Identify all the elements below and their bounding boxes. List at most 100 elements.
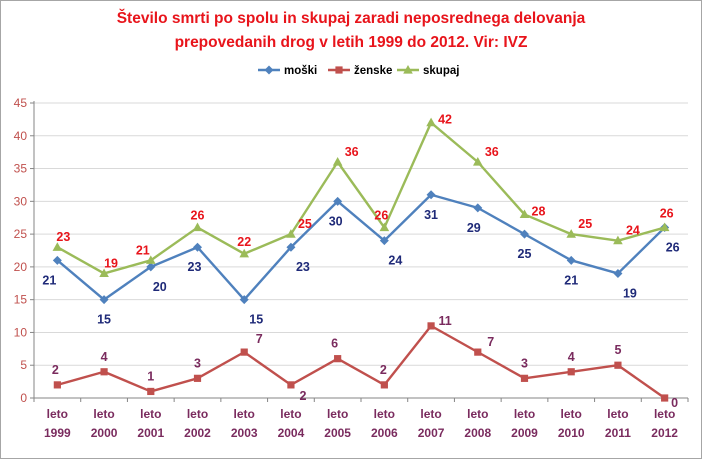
series-1-point bbox=[240, 348, 248, 356]
series-1-point bbox=[661, 394, 669, 402]
y-tick-label-0: 0 bbox=[20, 391, 27, 405]
data-label-moški: 24 bbox=[388, 254, 402, 268]
series-line-2 bbox=[56, 121, 665, 275]
series-2-point bbox=[659, 222, 670, 232]
gridlines bbox=[34, 102, 688, 366]
series-0-point bbox=[52, 255, 62, 265]
x-tick-label-word: leto bbox=[140, 407, 161, 421]
series-2-point bbox=[332, 157, 343, 166]
y-tick-label-45: 45 bbox=[14, 96, 28, 110]
series-1-point bbox=[567, 368, 575, 376]
legend-marker-moški bbox=[264, 65, 274, 75]
x-tick-label-year: 2011 bbox=[605, 426, 631, 440]
data-label-skupaj: 21 bbox=[136, 243, 150, 257]
series-2-point bbox=[519, 209, 530, 219]
data-label-ženske: 4 bbox=[101, 350, 108, 364]
data-label-ženske: 1 bbox=[147, 369, 154, 383]
x-tick-label-word: leto bbox=[654, 407, 675, 421]
x-tick-label-year: 2004 bbox=[278, 426, 305, 440]
series-2-point bbox=[426, 117, 436, 127]
x-tick-label-word: leto bbox=[327, 407, 348, 421]
x-tick-label-year: 2001 bbox=[137, 426, 164, 440]
data-label-ženske: 3 bbox=[521, 356, 528, 370]
x-tick-label-year: 2007 bbox=[418, 426, 445, 440]
x-tick-label-year: 1999 bbox=[44, 426, 71, 440]
data-label-skupaj: 26 bbox=[191, 209, 205, 223]
data-label-ženske: 4 bbox=[568, 350, 575, 364]
legend-label-moški: moški bbox=[284, 65, 317, 77]
series-0-point bbox=[99, 295, 109, 305]
series-0-point bbox=[286, 242, 296, 252]
data-label-ženske: 7 bbox=[256, 332, 263, 346]
x-tick-label-word: leto bbox=[47, 407, 68, 421]
series-0-point bbox=[566, 255, 576, 265]
chart-title-line-2: prepovedanih drog v letih 1999 do 2012. … bbox=[175, 34, 528, 51]
series-0-point bbox=[613, 268, 623, 278]
x-tick-label-year: 2009 bbox=[511, 426, 538, 440]
x-tick-label-word: leto bbox=[187, 407, 208, 421]
data-label-skupaj: 24 bbox=[626, 224, 640, 238]
series-1-point bbox=[474, 348, 482, 356]
series-line-1 bbox=[57, 324, 666, 399]
series-2-point bbox=[239, 248, 250, 258]
data-label-moški: 15 bbox=[97, 313, 111, 327]
x-tick-label-year: 2006 bbox=[371, 426, 398, 440]
series-2-point bbox=[286, 229, 296, 238]
data-label-moški: 15 bbox=[249, 313, 263, 327]
data-label-moški: 21 bbox=[42, 273, 56, 287]
x-tick-label-year: 2003 bbox=[231, 426, 258, 440]
x-tick-label-year: 2008 bbox=[464, 426, 491, 440]
chart-title-line-1: Število smrti po spolu in skupaj zaradi … bbox=[117, 9, 586, 27]
data-label-skupaj: 26 bbox=[374, 209, 388, 223]
series-1-point bbox=[147, 387, 155, 396]
x-tick-label-year: 2012 bbox=[651, 426, 678, 440]
x-tick-label-word: leto bbox=[234, 407, 255, 421]
data-label-moški: 30 bbox=[329, 214, 343, 228]
y-tick-label-25: 25 bbox=[14, 227, 28, 241]
series-layer bbox=[52, 117, 670, 402]
x-tick-label-word: leto bbox=[514, 407, 535, 421]
series-0-point bbox=[426, 190, 436, 200]
data-label-skupaj: 25 bbox=[578, 217, 592, 231]
data-label-ženske: 2 bbox=[52, 363, 59, 377]
legend-label-skupaj: skupaj bbox=[423, 65, 459, 77]
series-1-point bbox=[380, 381, 388, 389]
y-tick-label-30: 30 bbox=[14, 194, 28, 208]
series-2-point bbox=[192, 222, 203, 232]
series-0-point bbox=[520, 229, 529, 239]
x-tick-label-year: 2005 bbox=[324, 426, 351, 440]
data-label-moški: 21 bbox=[564, 273, 578, 287]
data-label-skupaj: 36 bbox=[345, 145, 359, 159]
data-label-skupaj: 22 bbox=[237, 235, 251, 249]
series-2-point bbox=[52, 242, 63, 251]
series-1-point bbox=[427, 322, 435, 330]
data-label-ženske: 11 bbox=[438, 314, 451, 328]
data-label-ženske: 7 bbox=[487, 335, 494, 349]
data-label-ženske: 2 bbox=[299, 389, 306, 403]
data-label-moški: 25 bbox=[518, 247, 532, 261]
data-label-ženske: 6 bbox=[331, 337, 338, 351]
y-tick-label-5: 5 bbox=[20, 358, 27, 372]
series-0-point bbox=[146, 262, 156, 272]
legend-label-ženske: ženske bbox=[354, 65, 392, 77]
legend: moški ženske skupaj bbox=[258, 65, 459, 77]
x-tick-label-word: leto bbox=[280, 407, 301, 421]
data-label-ženske: 0 bbox=[671, 396, 678, 410]
series-2-point bbox=[379, 222, 390, 232]
series-0-point bbox=[473, 203, 483, 213]
x-tick-label-year: 2002 bbox=[184, 426, 211, 440]
data-labels: 2115202315233024312925211926241372621173… bbox=[42, 113, 679, 410]
data-label-moški: 19 bbox=[623, 286, 637, 300]
x-tick-label-word: leto bbox=[420, 407, 441, 421]
series-0-point bbox=[193, 242, 202, 252]
series-line-0 bbox=[56, 193, 666, 301]
data-label-skupaj: 42 bbox=[438, 113, 452, 127]
data-label-moški: 26 bbox=[666, 241, 680, 255]
y-tick-label-40: 40 bbox=[14, 129, 28, 143]
data-label-ženske: 3 bbox=[194, 356, 201, 370]
data-label-skupaj: 36 bbox=[485, 145, 499, 159]
series-0-point bbox=[239, 295, 249, 305]
data-label-ženske: 5 bbox=[614, 343, 621, 357]
x-tick-label-word: leto bbox=[93, 407, 114, 421]
